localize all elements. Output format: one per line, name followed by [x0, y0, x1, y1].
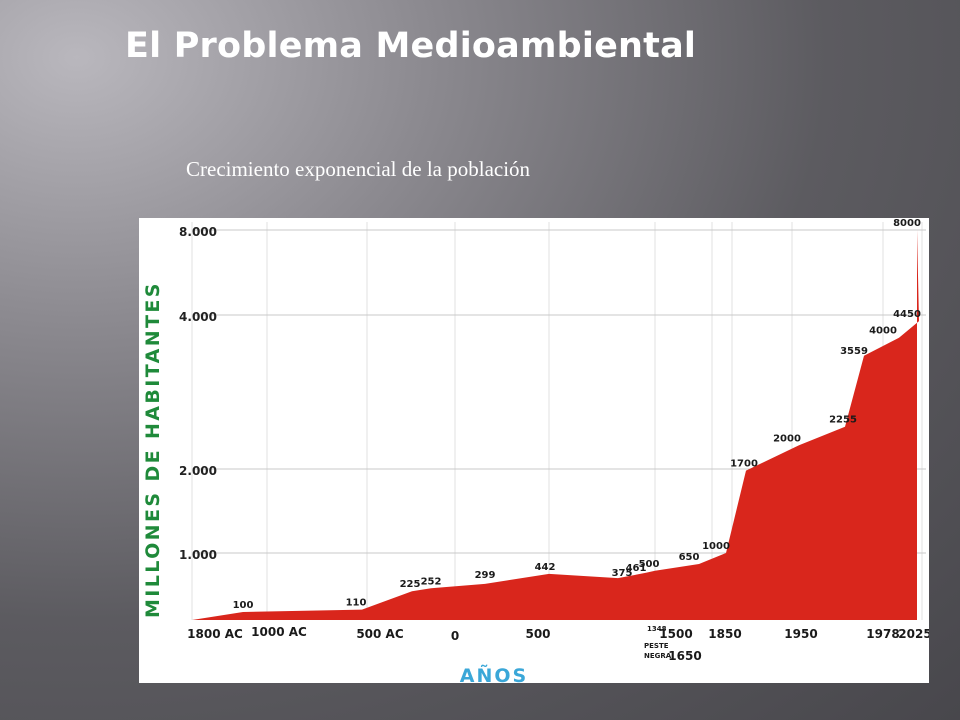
x-tick-label: 1800 AC [187, 627, 243, 641]
slide-title: El Problema Medioambiental [125, 26, 697, 66]
annotation-label: PESTE [644, 642, 669, 650]
x-axis-title: AÑOS [460, 663, 528, 683]
population-area [192, 230, 919, 620]
x-tick-label: 0 [451, 629, 459, 643]
x-tick-label: 1500 [659, 627, 692, 641]
annotation-year: 1348 [647, 625, 667, 633]
x-tick-label: 1650 [668, 649, 701, 663]
y-tick-label: 1.000 [179, 548, 217, 562]
annotation-label: NEGRA [644, 652, 672, 660]
data-label: 252 [421, 576, 442, 587]
data-label: 442 [535, 562, 556, 573]
x-tick-label: 500 AC [356, 627, 404, 641]
x-tick-label: 1950 [784, 627, 817, 641]
data-label: 2255 [829, 415, 857, 426]
data-label: 110 [346, 598, 367, 609]
data-label: 2000 [773, 433, 801, 444]
data-label: 225 [400, 579, 421, 590]
y-tick-label: 4.000 [179, 310, 217, 324]
data-label: 375 [612, 568, 633, 579]
data-label: 1700 [730, 459, 758, 470]
data-label: 461 [626, 563, 647, 574]
data-label: 650 [679, 552, 700, 563]
data-label: 500 [639, 559, 660, 570]
chart-panel: 100 110 225 252 299 442 375 461 500 650 1000 1700 20… [139, 218, 929, 683]
data-label: 4450 [893, 309, 921, 320]
data-label: 3559 [840, 346, 868, 357]
x-tick-label: 1978 [866, 627, 899, 641]
x-tick-label: 2025 [898, 627, 929, 641]
data-label: 1000 [702, 541, 730, 552]
y-tick-label: 8.000 [179, 225, 217, 239]
data-label: 8000 [893, 218, 921, 229]
x-tick-label: 1850 [708, 627, 741, 641]
data-label: 100 [233, 600, 254, 611]
x-tick-label: 500 [525, 627, 550, 641]
data-label: 299 [475, 570, 496, 581]
y-tick-label: 2.000 [179, 464, 217, 478]
x-tick-label: 1000 AC [251, 625, 307, 639]
data-label: 4000 [869, 326, 897, 337]
y-axis-title: MILLONES DE HABITANTES [142, 281, 164, 618]
slide-subtitle: Crecimiento exponencial de la población [186, 157, 531, 181]
